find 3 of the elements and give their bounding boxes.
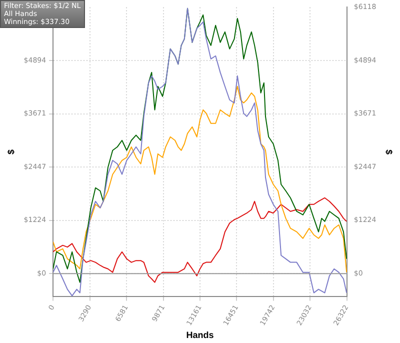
y-axis-title: $	[6, 149, 16, 154]
x-axis-title: Hands	[186, 330, 214, 340]
y2-axis-title: $	[384, 149, 394, 154]
